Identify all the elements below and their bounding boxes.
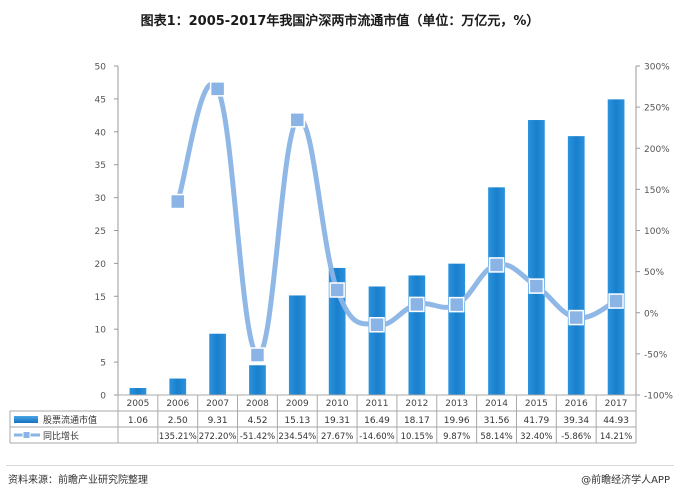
y-right-tick-label: -50% [644, 350, 668, 360]
growth-marker-2006 [170, 193, 186, 210]
bar-2013 [448, 263, 466, 395]
y-left-tick-label: 35 [95, 161, 106, 171]
bar-value-label: 19.96 [444, 416, 470, 426]
bar-value-label: 19.31 [324, 416, 350, 426]
growth-value-label: -5.86% [561, 432, 591, 442]
legend-line-label: 同比增长 [43, 430, 79, 442]
bar-2005 [129, 388, 147, 395]
footer-divider [6, 465, 674, 466]
chart-title: 图表1：2005-2017年我国沪深两市流通市值（单位：万亿元，%） [140, 14, 540, 29]
bar-value-label: 16.49 [364, 416, 390, 426]
y-right-tick-label: 150% [644, 186, 670, 196]
y-left-tick-label: 20 [95, 260, 107, 270]
x-tick-label: 2014 [485, 399, 508, 409]
growth-value-label: 14.21% [600, 432, 632, 442]
y-left-tick-label: 5 [100, 359, 106, 369]
bar-2016 [567, 136, 585, 395]
growth-marker-2011 [369, 317, 385, 333]
legend-line-marker [22, 431, 31, 439]
x-tick-label: 2016 [565, 399, 588, 409]
bar-2015 [528, 120, 545, 396]
growth-marker-2017 [608, 293, 624, 309]
growth-value-label: 32.40% [520, 432, 552, 442]
growth-marker-2015 [528, 278, 545, 294]
growth-value-label: 135.21% [159, 432, 197, 442]
bar-value-label: 9.31 [208, 416, 228, 426]
growth-value-label: 234.54% [278, 432, 316, 442]
bar-value-label: 41.79 [524, 416, 550, 426]
x-tick-label: 2012 [405, 399, 428, 409]
y-right-tick-label: -100% [644, 392, 673, 402]
growth-value-label: 10.15% [401, 432, 433, 442]
bar-2009 [288, 295, 306, 395]
bar-2006 [169, 378, 187, 395]
growth-value-label: 27.67% [321, 432, 353, 442]
x-tick-label: 2007 [206, 399, 229, 409]
x-tick-label: 2009 [286, 399, 309, 409]
growth-value-label: -51.42% [240, 432, 275, 442]
bar-2017 [607, 99, 625, 396]
x-tick-label: 2006 [166, 399, 189, 409]
growth-marker-2009 [289, 112, 306, 128]
growth-marker-2013 [448, 296, 465, 313]
bar-value-label: 18.17 [404, 416, 430, 426]
growth-value-label: 58.14% [480, 432, 512, 442]
growth-marker-2016 [568, 309, 584, 326]
y-left-tick-label: 30 [95, 194, 107, 204]
y-left-tick-label: 15 [95, 293, 106, 303]
legend-bar-label: 股票流通市值 [43, 414, 97, 426]
y-left-tick-label: 40 [95, 128, 107, 138]
growth-marker-2010 [329, 282, 345, 298]
bar-2008 [249, 365, 266, 395]
y-left-tick-label: 50 [95, 63, 107, 73]
y-right-tick-label: 200% [644, 145, 670, 155]
y-right-tick-label: 100% [644, 227, 670, 237]
y-right-tick-label: 0% [644, 309, 659, 319]
legend-bar-swatch [14, 416, 38, 423]
x-tick-label: 2017 [605, 399, 628, 409]
y-right-tick-label: 300% [644, 63, 670, 73]
growth-line [175, 81, 619, 358]
growth-value-label: -14.60% [359, 432, 394, 442]
bar-2011 [368, 286, 386, 395]
x-tick-label: 2008 [246, 399, 269, 409]
bar-value-label: 15.13 [284, 416, 310, 426]
growth-marker-2008 [249, 347, 266, 363]
source-note: 资料来源：前瞻产业研究院整理 [8, 475, 148, 486]
y-right-tick-label: 250% [644, 104, 670, 114]
y-left-tick-label: 10 [95, 326, 107, 336]
bar-value-label: 1.06 [128, 416, 148, 426]
growth-value-label: 9.87% [443, 432, 470, 442]
x-tick-label: 2010 [326, 399, 349, 409]
x-tick-label: 2015 [525, 399, 548, 409]
y-left-tick-label: 45 [95, 95, 106, 105]
y-right-tick-label: 50% [644, 268, 664, 278]
y-left-tick-label: 25 [95, 227, 106, 237]
x-tick-label: 2005 [126, 399, 149, 409]
growth-marker-2012 [409, 296, 425, 313]
bar-2007 [209, 333, 226, 395]
x-tick-label: 2011 [366, 399, 389, 409]
y-left-tick-label: 0 [100, 392, 106, 402]
bar-2014 [488, 187, 505, 395]
bar-value-label: 44.93 [603, 416, 629, 426]
growth-value-label: 272.20% [199, 432, 237, 442]
bar-value-label: 2.50 [168, 416, 188, 426]
bar-value-label: 4.52 [247, 416, 267, 426]
growth-marker-2007 [209, 81, 226, 97]
x-tick-label: 2013 [445, 399, 468, 409]
brand-note: @前瞻经济学人APP [581, 475, 670, 486]
growth-marker-2014 [488, 257, 505, 273]
bar-2012 [408, 275, 426, 395]
bar-value-label: 31.56 [484, 416, 510, 426]
bar-value-label: 39.34 [563, 416, 589, 426]
